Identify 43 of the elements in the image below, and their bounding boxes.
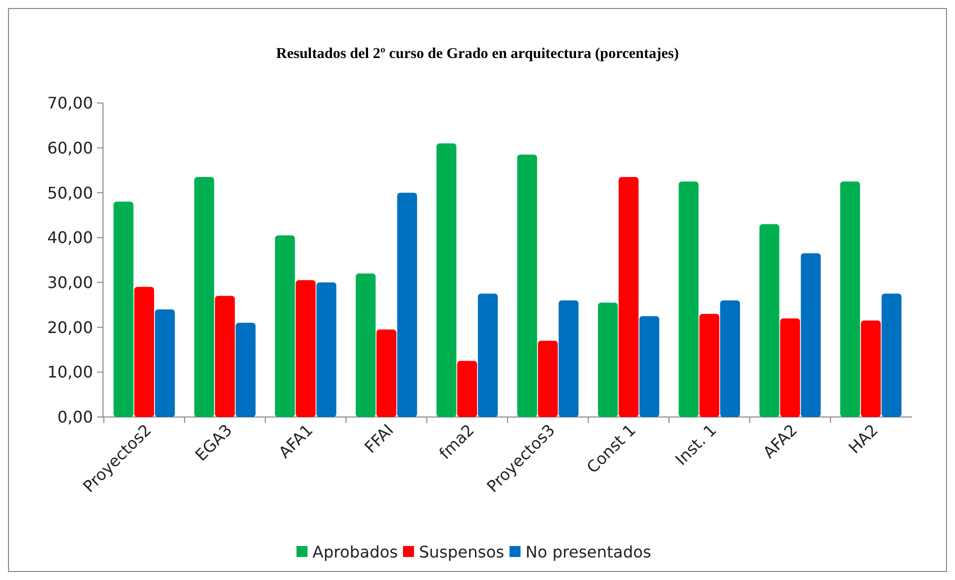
y-tick-label: 10,00 <box>47 362 93 382</box>
bar <box>194 177 214 417</box>
y-tick-label: 20,00 <box>47 318 93 337</box>
y-tick-label: 40,00 <box>47 228 93 248</box>
x-tick-label: Inst. 1 <box>672 420 720 470</box>
y-tick-label: 60,00 <box>47 138 93 158</box>
bar <box>639 316 660 417</box>
legend-label: Aprobados <box>312 542 398 562</box>
bar <box>214 296 235 417</box>
bar <box>236 322 256 417</box>
y-tick-label: 30,00 <box>47 273 93 292</box>
bar <box>356 273 376 417</box>
bar <box>397 192 418 417</box>
bar <box>598 302 618 417</box>
bar <box>316 282 336 417</box>
bar <box>274 235 295 417</box>
bar <box>457 360 478 417</box>
bar <box>759 224 780 417</box>
bar <box>780 318 800 417</box>
bar <box>800 253 821 417</box>
bar <box>154 309 175 417</box>
bar <box>558 300 579 417</box>
y-tick-label: 50,00 <box>47 183 93 202</box>
bar <box>134 286 154 417</box>
bar <box>436 143 456 417</box>
legend-label: Suspensos <box>419 542 504 562</box>
bar <box>840 182 860 417</box>
bar <box>860 320 881 417</box>
bar <box>882 294 902 417</box>
bar <box>538 340 558 417</box>
bar <box>376 330 396 417</box>
bar <box>720 300 740 417</box>
y-tick-label: 0,00 <box>57 408 93 427</box>
bar <box>478 294 498 417</box>
bar <box>678 182 699 417</box>
y-tick-label: 70,00 <box>47 94 93 113</box>
legend-label: No presentados <box>526 542 652 562</box>
bar <box>114 202 134 417</box>
bar <box>699 314 720 417</box>
bar <box>517 154 538 417</box>
chart-title: Resultados del 2º curso de Grado en arquitectura (porcentajes) <box>276 46 679 62</box>
bar <box>296 280 316 417</box>
bar <box>618 177 639 417</box>
